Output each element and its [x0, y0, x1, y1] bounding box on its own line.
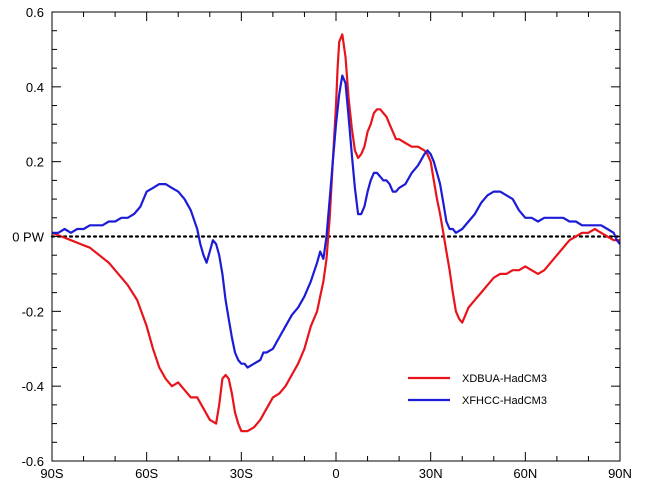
x-tick-label: 60S — [135, 466, 158, 481]
series-line-xfhcc-hadcm3 — [52, 74, 621, 369]
x-tick-label: 90N — [608, 466, 632, 481]
legend-label-xdbua-hadcm3: XDBUA-HadCM3 — [462, 373, 547, 385]
series-line-xdbua-hadcm3 — [51, 33, 620, 433]
y-tick-labels-group: -0.6 -0.4 -0.2 0 PW 0.2 0.4 0.6 — [12, 5, 45, 469]
x-tick-labels-group: 90S 60S 30S 0 30N 60N 90N — [40, 466, 632, 481]
x-tick-label: 0 — [332, 466, 339, 481]
y-tick-label: -0.2 — [22, 304, 44, 319]
legend-label-xfhcc-hadcm3: XFHCC-HadCM3 — [462, 395, 547, 407]
y-tick-label: 0 PW — [12, 230, 45, 245]
y-tick-label: 0.6 — [26, 5, 44, 20]
series-lines-group — [51, 33, 621, 433]
x-tick-label: 30N — [419, 466, 443, 481]
tick-marks-group — [51, 11, 621, 462]
y-tick-label: -0.6 — [22, 454, 44, 469]
y-tick-label: 0.4 — [26, 80, 44, 95]
x-tick-label: 30S — [230, 466, 253, 481]
y-tick-label: 0.2 — [26, 155, 44, 170]
x-tick-label: 60N — [513, 466, 537, 481]
x-tick-label: 90S — [40, 466, 63, 481]
y-tick-label: -0.4 — [22, 379, 44, 394]
legend: XDBUA-HadCM3 XFHCC-HadCM3 — [408, 373, 547, 407]
